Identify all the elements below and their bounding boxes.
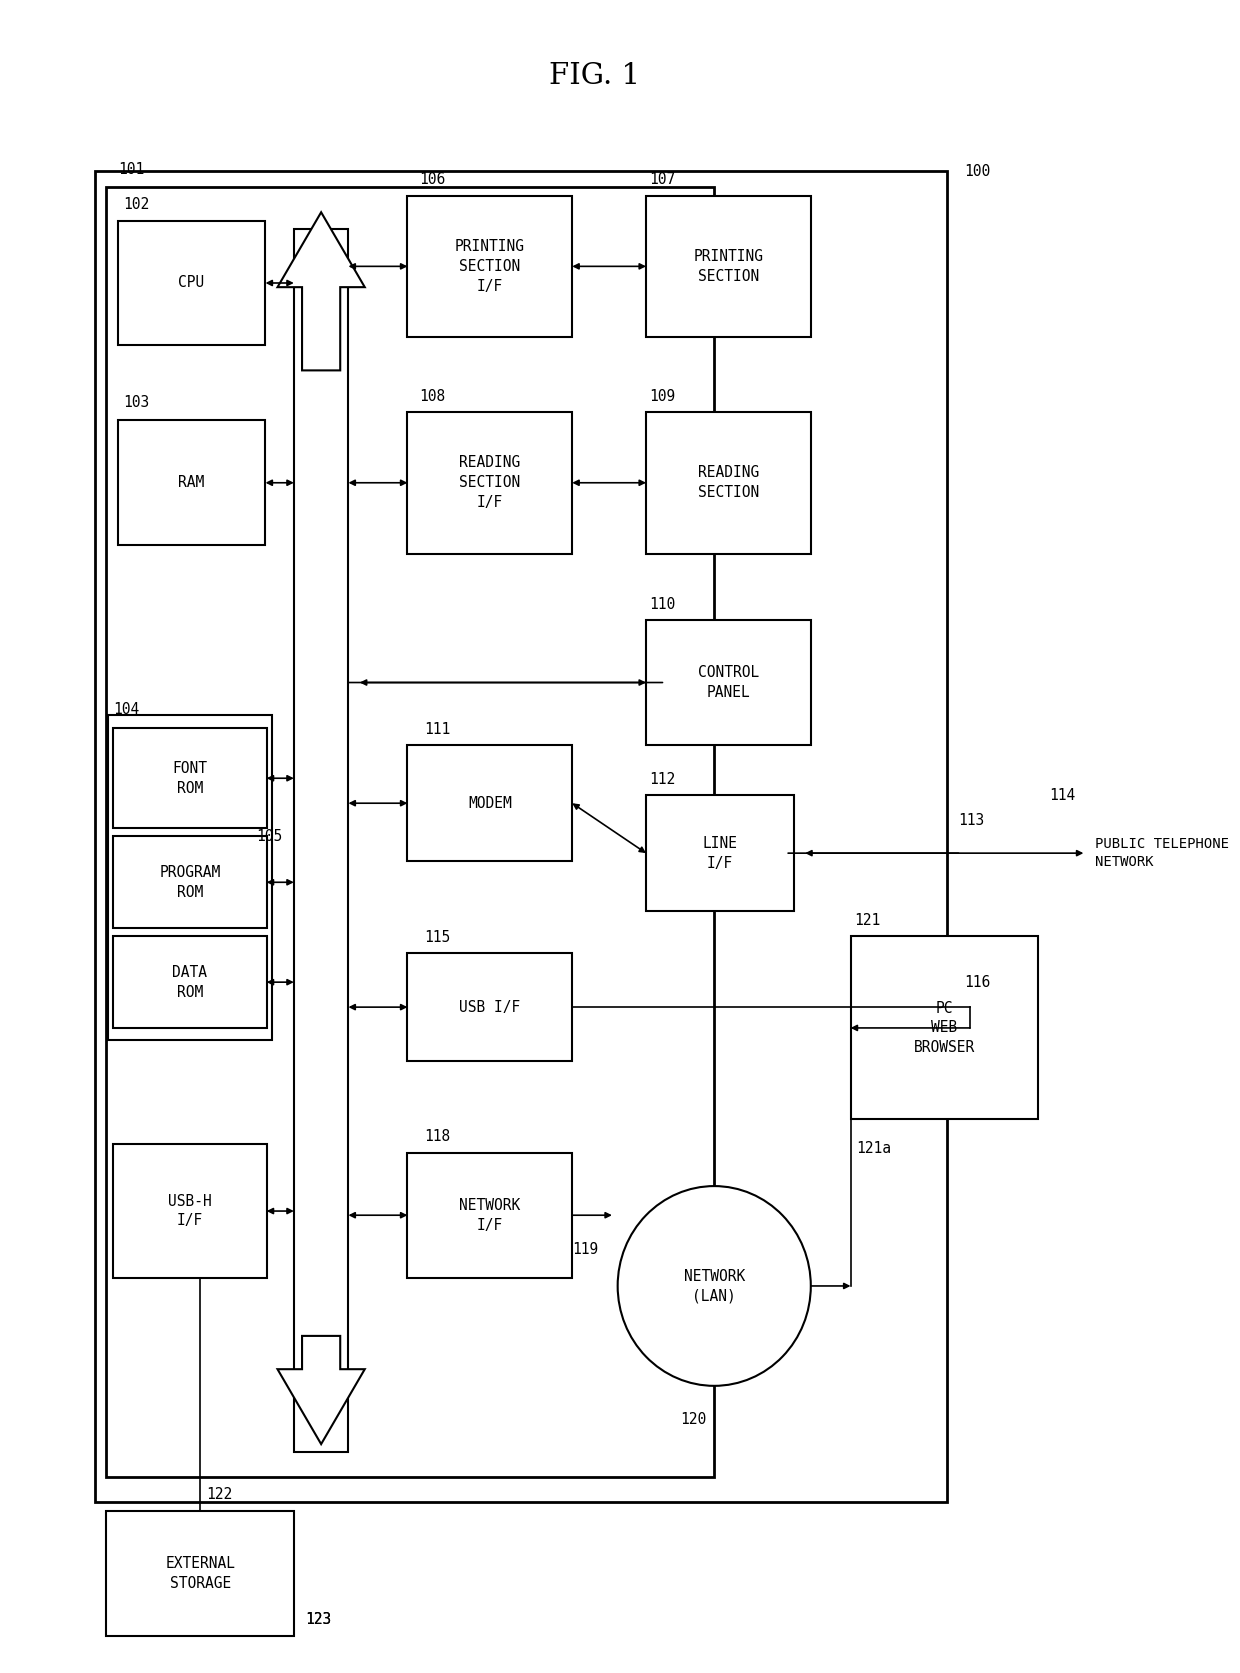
FancyBboxPatch shape: [113, 836, 267, 929]
Text: 101: 101: [118, 162, 144, 177]
Text: 106: 106: [419, 172, 445, 187]
Text: 122: 122: [206, 1487, 232, 1502]
Text: 118: 118: [424, 1129, 451, 1144]
Text: 105: 105: [257, 830, 283, 843]
Text: NETWORK
I/F: NETWORK I/F: [459, 1198, 521, 1233]
Text: PRINTING
SECTION: PRINTING SECTION: [693, 249, 764, 284]
Text: USB-H
I/F: USB-H I/F: [169, 1193, 212, 1228]
Text: EXTERNAL
STORAGE: EXTERNAL STORAGE: [165, 1556, 236, 1591]
Text: RAM: RAM: [179, 475, 205, 490]
FancyBboxPatch shape: [408, 954, 572, 1061]
Text: DATA
ROM: DATA ROM: [172, 965, 207, 999]
FancyBboxPatch shape: [107, 1511, 294, 1636]
Text: USB I/F: USB I/F: [459, 1000, 521, 1014]
Text: 115: 115: [424, 930, 451, 945]
Text: 121: 121: [854, 913, 880, 929]
FancyBboxPatch shape: [118, 420, 265, 545]
FancyBboxPatch shape: [646, 621, 811, 744]
FancyBboxPatch shape: [646, 795, 794, 912]
Text: PC
WEB
BROWSER: PC WEB BROWSER: [914, 1000, 975, 1056]
Text: 120: 120: [681, 1412, 707, 1427]
Text: CPU: CPU: [179, 276, 205, 291]
FancyBboxPatch shape: [646, 412, 811, 554]
Text: 107: 107: [650, 172, 676, 187]
FancyBboxPatch shape: [113, 728, 267, 828]
FancyBboxPatch shape: [408, 196, 572, 336]
Text: 110: 110: [650, 597, 676, 612]
Text: PRINTING
SECTION
I/F: PRINTING SECTION I/F: [455, 239, 525, 294]
FancyBboxPatch shape: [646, 196, 811, 336]
Text: 121a: 121a: [857, 1141, 892, 1156]
FancyBboxPatch shape: [294, 229, 348, 1452]
Text: READING
SECTION
I/F: READING SECTION I/F: [459, 455, 521, 510]
Text: 123: 123: [305, 1613, 331, 1628]
FancyArrow shape: [278, 212, 365, 370]
Text: 123: 123: [305, 1613, 331, 1628]
Text: FONT
ROM: FONT ROM: [172, 761, 207, 796]
Text: PROGRAM
ROM: PROGRAM ROM: [159, 865, 221, 900]
FancyBboxPatch shape: [108, 714, 273, 1039]
Text: PUBLIC TELEPHONE
NETWORK: PUBLIC TELEPHONE NETWORK: [1095, 838, 1229, 868]
Text: 119: 119: [572, 1241, 599, 1256]
Text: 116: 116: [965, 975, 991, 990]
Text: 112: 112: [650, 771, 676, 786]
FancyBboxPatch shape: [118, 221, 265, 345]
Text: FIG. 1: FIG. 1: [549, 62, 640, 90]
Text: 111: 111: [424, 721, 451, 736]
Text: 108: 108: [419, 388, 445, 403]
Ellipse shape: [618, 1186, 811, 1385]
Text: 109: 109: [650, 388, 676, 403]
FancyArrow shape: [278, 1337, 365, 1444]
Text: MODEM: MODEM: [467, 796, 512, 811]
Text: 113: 113: [959, 813, 985, 828]
FancyBboxPatch shape: [95, 171, 947, 1502]
FancyBboxPatch shape: [851, 937, 1038, 1119]
Text: 102: 102: [124, 197, 150, 212]
FancyBboxPatch shape: [107, 187, 714, 1477]
Text: LINE
I/F: LINE I/F: [702, 836, 738, 870]
Text: READING
SECTION: READING SECTION: [698, 465, 759, 500]
FancyBboxPatch shape: [408, 1153, 572, 1278]
FancyBboxPatch shape: [303, 288, 340, 370]
Text: CONTROL
PANEL: CONTROL PANEL: [698, 666, 759, 699]
Text: NETWORK
(LAN): NETWORK (LAN): [683, 1268, 745, 1303]
Text: 103: 103: [124, 395, 150, 410]
FancyBboxPatch shape: [408, 412, 572, 554]
FancyBboxPatch shape: [113, 937, 267, 1027]
FancyBboxPatch shape: [113, 1144, 267, 1278]
Text: 114: 114: [1049, 788, 1075, 803]
Text: 100: 100: [965, 164, 991, 179]
Text: 104: 104: [113, 701, 139, 716]
FancyBboxPatch shape: [408, 744, 572, 862]
